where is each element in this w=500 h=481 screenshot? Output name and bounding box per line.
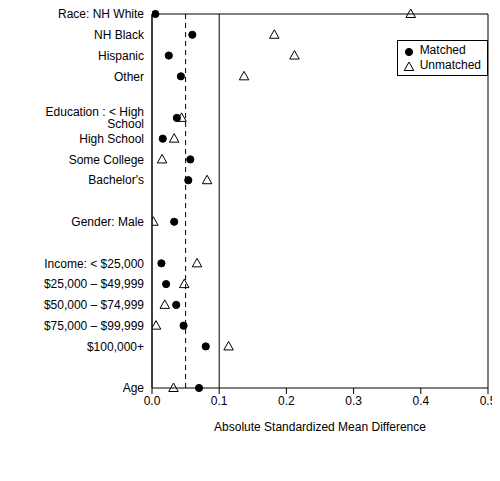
svg-text:0.2: 0.2 [278,394,295,408]
svg-text:High School: High School [79,132,144,146]
svg-text:Education : < HighSchool: Education : < HighSchool [46,105,144,131]
html-text:Unmatched: Unmatched [419,58,481,72]
svg-text:0.0: 0.0 [144,394,161,408]
svg-text:$50,000 – $74,999: $50,000 – $74,999 [44,298,144,312]
svg-text:Income: < $25,000: Income: < $25,000 [44,257,144,271]
svg-text:0.1: 0.1 [211,394,228,408]
svg-text:Race: NH White: Race: NH White [58,8,144,21]
svg-text:$25,000 – $49,999: $25,000 – $49,999 [44,277,144,291]
svg-text:Some College: Some College [69,153,145,167]
svg-text:NH Black: NH Black [94,28,145,42]
svg-text:0.4: 0.4 [412,394,429,408]
svg-text:Hispanic: Hispanic [98,49,144,63]
svg-text:Absolute Standardized Mean Dif: Absolute Standardized Mean Difference [214,420,426,434]
svg-text:Age: Age [123,381,145,395]
svg-text:Other: Other [114,70,144,84]
svg-text:0.3: 0.3 [345,394,362,408]
svg-text:Gender: Male: Gender: Male [71,215,144,229]
svg-text:$100,000+: $100,000+ [87,340,144,354]
svg-text:0.5: 0.5 [480,394,492,408]
svg-text:Bachelor's: Bachelor's [88,173,144,187]
svg-text:$75,000 – $99,999: $75,000 – $99,999 [44,319,144,333]
html-text:Matched: Matched [419,43,466,57]
